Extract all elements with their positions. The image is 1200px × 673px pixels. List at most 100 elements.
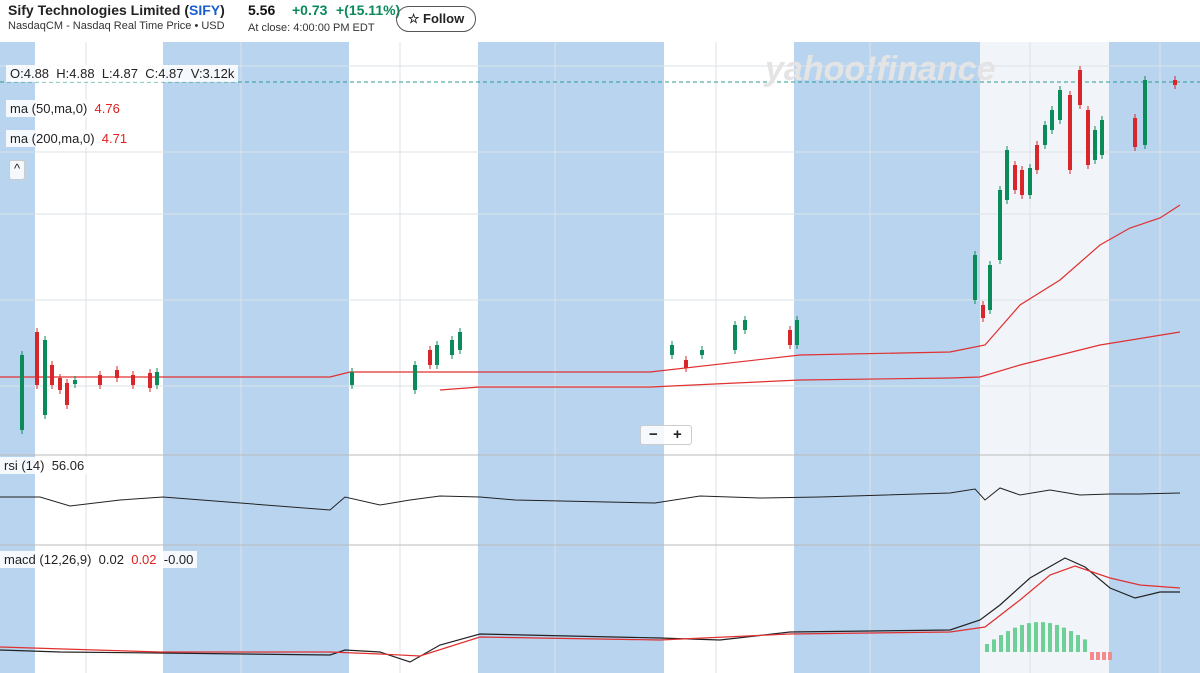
- candle: [350, 372, 354, 385]
- candle: [35, 332, 39, 385]
- histogram-bar: [1013, 627, 1017, 652]
- close: C:4.87: [145, 66, 184, 81]
- histogram-bar: [1108, 652, 1112, 660]
- candle: [1050, 110, 1054, 130]
- company-end: ): [220, 2, 225, 18]
- candle: [435, 345, 439, 365]
- ohlc-legend: O:4.88 H:4.88 L:4.87 C:4.87 V:3.12k: [6, 65, 239, 82]
- candle: [58, 378, 62, 390]
- ma200-legend[interactable]: ma (200,ma,0) 4.71: [6, 130, 132, 147]
- candle: [20, 355, 24, 430]
- high: H:4.88: [56, 66, 95, 81]
- ma50-value: 4.76: [94, 101, 120, 116]
- ma200-line: [439, 331, 1181, 391]
- rsi-label: rsi (14): [4, 458, 45, 473]
- histogram-bar: [1055, 624, 1059, 652]
- signal-line: [0, 565, 1181, 657]
- hist-value: -0.00: [163, 552, 194, 567]
- candle: [1013, 165, 1017, 190]
- candle: [131, 375, 135, 385]
- macd-value: 0.02: [98, 552, 124, 567]
- candle: [65, 383, 69, 405]
- ma50-label: ma (50,ma,0): [10, 101, 88, 116]
- candle: [998, 190, 1002, 260]
- company: Sify Technologies Limited (: [8, 2, 189, 18]
- session-band: [478, 42, 664, 673]
- histogram-bar: [1006, 631, 1010, 652]
- rsi-line: [0, 487, 1181, 511]
- candle: [1043, 125, 1047, 145]
- low: L:4.87: [101, 66, 138, 81]
- macd-label: macd (12,26,9): [4, 552, 92, 567]
- candle: [1020, 170, 1024, 195]
- histogram-bar: [985, 644, 989, 652]
- candle: [50, 365, 54, 385]
- candle: [700, 350, 704, 355]
- histogram-bar: [999, 635, 1003, 652]
- histogram-bar: [1069, 631, 1073, 652]
- candle: [1058, 90, 1062, 120]
- histogram-bar: [1102, 652, 1106, 660]
- ticker[interactable]: SIFY: [188, 2, 221, 18]
- follow-button[interactable]: ☆ Follow: [396, 6, 476, 32]
- candle: [1093, 130, 1097, 160]
- watermark: yahoo!finance: [765, 50, 996, 88]
- candle: [988, 265, 992, 310]
- candle: [981, 305, 985, 318]
- volume: V:3.12k: [190, 66, 235, 81]
- candle: [458, 332, 462, 350]
- price: 5.56: [248, 2, 276, 18]
- candle: [1078, 70, 1082, 105]
- candle: [73, 380, 77, 384]
- candle: [1035, 145, 1039, 170]
- header: Sify Technologies Limited (SIFY) NasdaqC…: [0, 0, 1200, 42]
- change-pct: +(15.11%): [336, 2, 401, 18]
- candle: [684, 360, 688, 368]
- candle: [450, 340, 454, 355]
- macd-legend: macd (12,26,9) 0.02 0.02 -0.00: [0, 551, 198, 568]
- ma200-value: 4.71: [101, 131, 128, 146]
- candle: [148, 373, 152, 388]
- histogram-bar: [1020, 624, 1024, 652]
- candle: [743, 320, 747, 330]
- candle: [1173, 80, 1177, 85]
- zoom-out[interactable]: −: [649, 426, 658, 443]
- collapse-button[interactable]: ^: [9, 160, 25, 180]
- chart: [0, 42, 1200, 673]
- title: Sify Technologies Limited (SIFY): [8, 2, 225, 18]
- histogram-bar: [1048, 623, 1052, 652]
- rsi-legend: rsi (14) 56.06: [0, 457, 89, 474]
- histogram-bar: [1083, 639, 1087, 652]
- exchange: NasdaqCM - Nasdaq Real Time Price • USD: [8, 20, 225, 32]
- candle: [795, 320, 799, 345]
- candle: [1068, 95, 1072, 170]
- candle: [1143, 80, 1147, 145]
- close-time: At close: 4:00:00 PM EDT: [248, 22, 375, 34]
- histogram-bar: [1090, 652, 1094, 660]
- histogram-bar: [1041, 622, 1045, 652]
- ma50-legend[interactable]: ma (50,ma,0) 4.76: [6, 100, 124, 117]
- candle: [1100, 120, 1104, 155]
- candle: [788, 330, 792, 345]
- candle: [98, 375, 102, 385]
- histogram-bar: [1027, 623, 1031, 652]
- histogram-bar: [1096, 652, 1100, 660]
- open: O:4.88: [10, 66, 50, 81]
- candle: [428, 350, 432, 365]
- candle: [413, 365, 417, 390]
- candle: [1133, 118, 1137, 147]
- histogram-bar: [992, 639, 996, 652]
- candle: [155, 372, 159, 385]
- candle: [43, 340, 47, 415]
- candle: [670, 345, 674, 355]
- signal-value: 0.02: [131, 552, 157, 567]
- follow-label: Follow: [423, 11, 465, 26]
- candle: [1086, 110, 1090, 165]
- change: +0.73: [292, 2, 328, 18]
- candle: [115, 370, 119, 378]
- histogram-bar: [1076, 635, 1080, 652]
- histogram-bar: [1062, 627, 1066, 652]
- candle: [733, 325, 737, 350]
- zoom-in[interactable]: +: [673, 426, 682, 443]
